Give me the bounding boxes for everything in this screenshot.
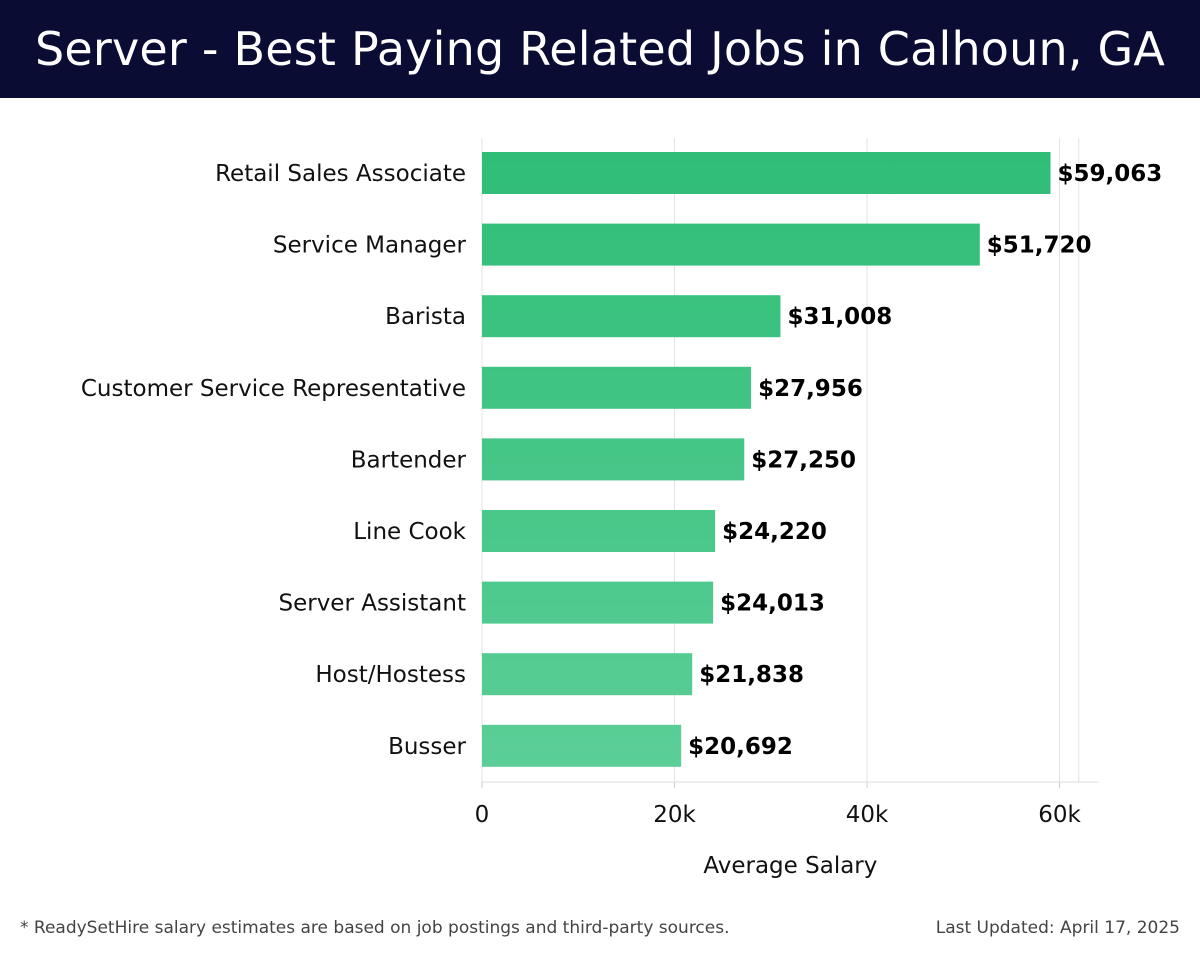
value-label: $59,063 [1057, 161, 1162, 187]
bar [482, 366, 752, 409]
bar [482, 581, 714, 624]
category-label: Service Manager [273, 233, 467, 259]
category-label: Retail Sales Associate [215, 161, 466, 187]
chart-title: Server - Best Paying Related Jobs in Cal… [34, 22, 1166, 76]
value-label: $51,720 [987, 233, 1092, 259]
value-label: $27,250 [751, 447, 856, 473]
category-label: Bartender [351, 447, 467, 473]
category-label: Host/Hostess [315, 662, 466, 688]
category-label: Server Assistant [278, 591, 466, 617]
x-tick-label: 0 [475, 802, 490, 828]
x-axis-title: Average Salary [703, 853, 877, 879]
last-updated: Last Updated: April 17, 2025 [935, 918, 1180, 938]
bar [482, 152, 1051, 194]
bar [482, 653, 693, 696]
bar-chart: 0 20k 40k 60k Retail Sales Associate $59,063 S… [81, 138, 1162, 879]
bar [482, 510, 716, 552]
footnote: * ReadySetHire salary estimates are base… [20, 918, 730, 938]
x-tick-label: 40k [846, 802, 889, 828]
category-label: Customer Service Representative [81, 376, 466, 402]
bar [482, 223, 980, 266]
category-label: Busser [388, 734, 466, 760]
bar [482, 438, 745, 481]
value-label: $27,956 [758, 376, 863, 402]
value-label: $21,838 [699, 662, 804, 688]
value-label: $31,008 [787, 304, 892, 330]
value-label: $20,692 [688, 734, 793, 760]
category-label: Barista [385, 304, 466, 330]
bar [482, 295, 781, 338]
value-label: $24,220 [722, 519, 827, 545]
bar [482, 724, 682, 767]
category-label: Line Cook [353, 519, 466, 545]
x-tick-label: 60k [1038, 802, 1081, 828]
value-label: $24,013 [720, 591, 825, 617]
x-tick-label: 20k [653, 802, 696, 828]
chart-header: Server - Best Paying Related Jobs in Cal… [0, 0, 1200, 98]
